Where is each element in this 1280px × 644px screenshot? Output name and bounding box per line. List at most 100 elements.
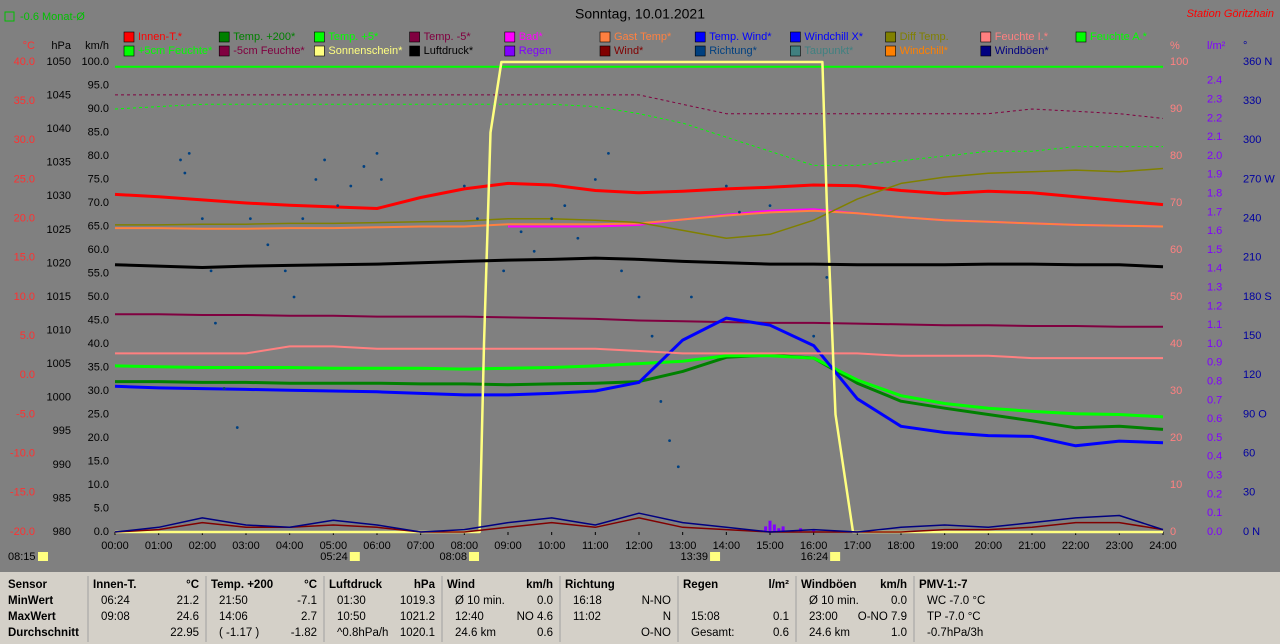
x-tick-label: 05:00 (320, 540, 348, 552)
legend-label: +5cm Feuchte* (138, 45, 213, 57)
legend-swatch (218, 45, 230, 57)
section-unit: km/h (880, 579, 907, 591)
scatter-point (690, 295, 693, 299)
cell-value: 2.7 (301, 611, 317, 623)
series-line (114, 316, 1164, 448)
series-line (115, 94, 1164, 119)
x-tick-label: 21:00 (1018, 540, 1046, 552)
legend-swatch (409, 45, 420, 57)
y-tick-label: 30.0 (88, 385, 109, 397)
x-tick-label: 20:00 (975, 540, 1003, 552)
y-tick-label: 985 (53, 492, 71, 504)
scatter-point (637, 295, 641, 299)
y-tick-label: 5.0 (94, 502, 109, 514)
annotation: 05:24 (320, 551, 348, 563)
y-tick-label: 90 (1170, 103, 1182, 115)
y-tick-label: 1.1 (1207, 319, 1222, 331)
y-tick-label: 0.8 (1207, 376, 1222, 388)
legend-label: Richtung* (709, 45, 757, 57)
x-tick-label: 08:00 (451, 540, 479, 552)
cell-time: 01:30 (337, 595, 366, 607)
y-tick-label: 30.0 (14, 134, 35, 146)
cell-time: ^0.8hPa/h (337, 627, 388, 639)
cell-value: 1021.2 (400, 611, 435, 623)
x-tick-label: 12:00 (625, 540, 653, 552)
y-tick-label: 2.3 (1207, 94, 1222, 106)
legend-label: Regen (519, 45, 551, 57)
section-title: Innen-T. (93, 579, 136, 591)
annotation-icon (830, 552, 841, 561)
axis-unit: l/m² (1207, 40, 1226, 52)
y-tick-label: 70 (1170, 197, 1182, 209)
legend-label: Diff Temp. (900, 31, 949, 43)
legend-label: Temp. +200* (233, 31, 296, 43)
y-tick-label: 20 (1170, 432, 1182, 444)
y-tick-label: 1015 (47, 291, 71, 303)
section-unit: l/m² (769, 579, 790, 591)
station-name: Station Göritzhain (1187, 8, 1274, 20)
legend-label: Bad* (519, 31, 544, 43)
y-tick-label: 10 (1170, 479, 1182, 491)
y-tick-label: 1005 (47, 358, 71, 370)
legend-swatch (790, 31, 801, 43)
scatter-point (362, 165, 366, 168)
legend-label: Luftdruck* (424, 45, 474, 57)
cell-time: 21:50 (219, 595, 248, 607)
y-tick-label: 30 (1243, 487, 1255, 499)
y-tick-label: 45.0 (88, 314, 109, 326)
legend-label: Taupunkt* (804, 45, 854, 57)
cell-time: Ø 10 min. (455, 595, 505, 607)
scatter-point (179, 158, 182, 162)
y-tick-label: 80.0 (88, 150, 109, 162)
y-tick-label: 1050 (47, 56, 71, 68)
x-tick-label: 07:00 (407, 540, 435, 552)
y-tick-label: 60.0 (88, 244, 109, 256)
sun-icon (38, 552, 48, 561)
row-label: MaxWert (8, 611, 56, 623)
x-tick-label: 16:00 (800, 540, 828, 552)
cell-value: 24.6 (177, 611, 199, 623)
legend-label: Temp. -5* (424, 31, 472, 43)
scatter-point (379, 178, 383, 181)
legend-label: Innen-T.* (138, 31, 183, 43)
cell-time: 06:24 (101, 595, 130, 607)
series-line (115, 209, 1164, 230)
y-tick-label: 330 (1243, 95, 1261, 107)
x-tick-label: 13:00 (669, 540, 697, 552)
annotation: 08:08 (439, 551, 467, 563)
x-tick-label: 00:00 (101, 540, 129, 552)
y-tick-label: 90.0 (88, 103, 109, 115)
x-tick-label: 18:00 (887, 540, 915, 552)
x-tick-label: 24:00 (1149, 540, 1177, 552)
axis-unit: °C (23, 40, 35, 52)
y-tick-label: 0 (1170, 526, 1176, 538)
axis-unit: km/h (85, 40, 109, 52)
y-tick-label: 0.0 (20, 369, 35, 381)
x-tick-label: 09:00 (494, 540, 522, 552)
y-tick-label: 1000 (47, 392, 71, 404)
scatter-point (209, 269, 213, 273)
scatter-point (812, 334, 816, 338)
y-tick-label: 2.2 (1207, 112, 1222, 124)
section-unit: hPa (414, 579, 436, 591)
row-label: Sensor (8, 579, 48, 591)
axis-unit: ° (1243, 40, 1247, 52)
y-tick-label: 1.9 (1207, 169, 1222, 181)
y-tick-label: 2.1 (1207, 131, 1222, 143)
scatter-point (375, 151, 379, 155)
y-tick-label: 1.0 (1207, 338, 1222, 350)
y-tick-label: 1025 (47, 224, 71, 236)
y-tick-label: 1030 (47, 190, 71, 202)
bar (812, 530, 816, 532)
y-tick-label: 300 (1243, 134, 1261, 146)
annotation-icon (469, 552, 480, 561)
scatter-point (336, 204, 340, 208)
y-tick-label: 10.0 (88, 479, 109, 491)
series-line (115, 60, 1163, 534)
section-title: Luftdruck (329, 579, 383, 591)
legend-label: Windchill X* (804, 31, 863, 43)
legend-swatch (694, 45, 706, 57)
cell-time: TP -7.0 °C (927, 611, 981, 623)
y-tick-label: 60 (1243, 448, 1255, 460)
y-tick-label: 20.0 (14, 213, 35, 225)
